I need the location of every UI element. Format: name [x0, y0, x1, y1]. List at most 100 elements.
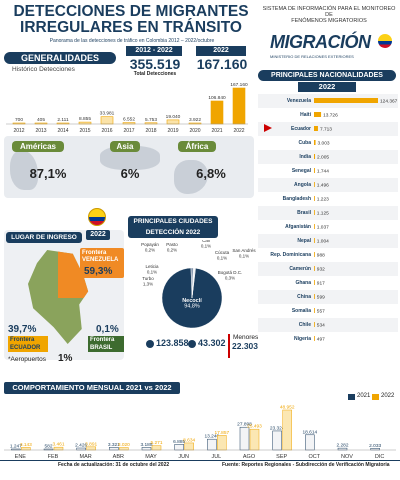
hist-value-label: 2.111: [57, 117, 69, 123]
year-2022-badge: 2022: [196, 46, 246, 56]
nat-row-bg: [258, 290, 398, 304]
historic-label: Histórico Detecciones: [12, 66, 75, 73]
venezuela-name: Frontera VENEZUELA: [82, 250, 119, 263]
nat-value-label: 3.003: [318, 141, 330, 147]
generalidades-label: GENERALIDADES: [4, 52, 116, 64]
pie-pct-label: 0,1%: [147, 270, 157, 275]
legend-2021-swatch: [348, 394, 355, 400]
hist-value-label: 8.855: [79, 116, 91, 122]
monthly-bar: [249, 428, 260, 451]
nat-value-label: 1.037: [317, 225, 329, 231]
nat-bar: [314, 196, 315, 201]
monthly-value-label: 48.952: [280, 405, 295, 411]
header-title: DETECCIONES DE MIGRANTES IRREGULARES EN …: [6, 4, 256, 36]
monthly-bar: [217, 435, 227, 451]
nat-name-label: India: [299, 154, 311, 160]
pie-label: Leticia: [145, 264, 159, 269]
legend-2022-label: 2022: [381, 393, 395, 399]
nat-name-label: Angola: [294, 182, 311, 188]
venezuela-card: Frontera VENEZUELA: [80, 248, 124, 278]
nat-value-label: 1.496: [317, 183, 329, 189]
hist-year-label: 2022: [233, 128, 244, 134]
pie-pct-label: 94,8%: [184, 304, 200, 310]
nat-bar: [314, 154, 316, 159]
hist-value-label: 6.552: [123, 117, 135, 123]
monthly-month-label: NOV: [341, 454, 353, 460]
monthly-month-label: AGO: [243, 454, 256, 460]
logo-flag: [378, 34, 392, 48]
nationalities-title: PRINCIPALES NACIONALIDADES: [258, 70, 396, 81]
monthly-value-label: 25.493: [247, 424, 262, 430]
nat-name-label: Chile: [299, 322, 311, 328]
pie-label: Pasto: [166, 242, 178, 247]
hist-bar: [210, 100, 224, 125]
hist-bar: [166, 119, 180, 125]
hist-value-label: 106.840: [208, 95, 226, 101]
monthly-month-label: FEB: [48, 454, 59, 460]
nat-row-bg: [258, 178, 398, 192]
hist-year-label: 2012: [13, 128, 24, 134]
logo-word: MIGRACIÓN: [270, 32, 371, 52]
pie-label: Bogotá D.C.: [218, 270, 243, 275]
monthly-month-label: ENE: [15, 454, 27, 460]
nat-value-label: 599: [317, 295, 325, 301]
male-count: 123.858: [156, 338, 189, 348]
pie-pct-label: 0,2%: [145, 248, 155, 253]
monthly-value-label: 23.324: [270, 425, 285, 431]
entry-label: LUGAR DE INGRESO: [6, 232, 82, 243]
monthly-month-label: MAR: [80, 454, 92, 460]
monthly-value-label: 6.885: [173, 439, 185, 445]
pie-pct-label: 0,1%: [217, 256, 227, 261]
monthly-value-label: 3.321: [108, 442, 120, 448]
logo-sub: MINISTERIO DE RELACIONES EXTERIORES: [270, 54, 354, 59]
nat-row-bg: [258, 150, 398, 164]
pie-pct-label: 0,1%: [239, 254, 249, 259]
nat-name-label: Ecuador: [291, 126, 311, 132]
hist-value-label: 33.981: [100, 111, 115, 117]
cities-pie: Necoclí94,8%Turbo1,3%Leticia0,1%Popayán0…: [141, 240, 256, 329]
pie-label: Necoclí: [182, 298, 202, 304]
nat-bar: [314, 238, 315, 243]
legend-2022-swatch: [372, 394, 379, 400]
brasil-card: Frontera BRASIL: [88, 336, 124, 352]
minors-box: Menores 22.303: [228, 334, 258, 358]
airports-label: *Aeropuertos: [8, 356, 46, 363]
nat-bar: [314, 266, 315, 271]
monthly-bar: [282, 409, 292, 451]
nat-value-label: 124.367: [380, 99, 398, 105]
hist-value-label: 167.160: [230, 82, 248, 88]
total-value: 355.519: [129, 56, 181, 72]
nat-name-label: Ghana: [295, 280, 311, 286]
nat-bar: [314, 126, 318, 131]
nat-value-label: 917: [317, 281, 325, 287]
system-line-2: FENÓMENOS MIGRATORIOS: [291, 18, 367, 24]
monthly-value-label: 5.271: [150, 440, 162, 446]
nat-value-label: 557: [317, 309, 325, 315]
nat-name-label: China: [297, 294, 311, 300]
title-line-2: IRREGULARES EN TRÁNSITO: [20, 19, 242, 36]
hist-year-label: 2020: [189, 128, 200, 134]
nationalities-year: 2022: [298, 82, 356, 92]
hist-year-label: 2017: [123, 128, 134, 134]
region-africa-pct: 6,8%: [196, 166, 226, 181]
pie-slice: [191, 267, 196, 299]
region-africa-label: África: [178, 141, 216, 152]
nat-value-label: 1.125: [317, 211, 329, 217]
nat-name-label: Camerún: [289, 266, 311, 272]
nat-bar: [314, 182, 315, 187]
footer-source: Fuente: Reportes Regionales - Subdirecci…: [222, 462, 390, 468]
region-americas-pct: 87,1%: [29, 166, 67, 181]
hist-bar: [232, 87, 246, 125]
nat-bar: [314, 294, 315, 299]
monthly-chart: 1.247 582 2.426 3.321 3.185 6.885 13.240 27.898…: [4, 405, 396, 460]
hist-year-label: 2018: [145, 128, 156, 134]
nat-row-bg: [258, 206, 398, 220]
monthly-value-label: 3.143: [20, 442, 32, 448]
monthly-value-label: 1.247: [10, 443, 22, 449]
nat-bar: [314, 224, 315, 229]
monthly-bar: [184, 442, 194, 451]
nat-row-bg: [258, 262, 398, 276]
nat-bar: [314, 322, 315, 327]
pie-label: Popayán: [141, 242, 159, 247]
nat-bar: [314, 252, 315, 257]
